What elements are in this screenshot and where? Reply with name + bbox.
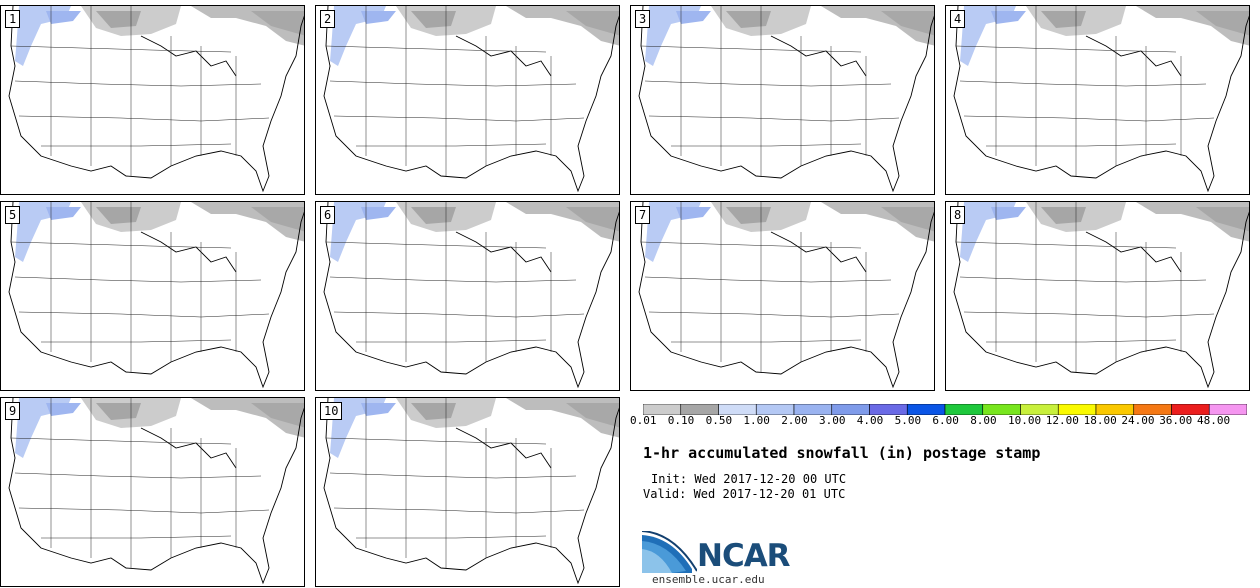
colorbar-tick-label: 3.00	[819, 414, 846, 427]
colorbar-tick-label: 6.00	[932, 414, 959, 427]
panel-number: 7	[635, 206, 651, 224]
site-url: ensemble.ucar.edu	[652, 573, 765, 586]
map-panel: 7	[630, 201, 935, 391]
panel-number: 5	[5, 206, 21, 224]
colorbar-tick-label: 36.00	[1159, 414, 1193, 427]
colorbar-tick-label: 0.50	[705, 414, 733, 427]
map-panel: 1	[0, 5, 305, 195]
colorbar-tick-label: 24.00	[1121, 414, 1155, 427]
panel-number: 4	[950, 10, 966, 28]
colorbar-tick-label: 0.01	[630, 414, 657, 427]
map-panel: 10	[315, 397, 620, 587]
logo-wordmark: NCAR	[697, 538, 791, 574]
colorbar-tick-label: 10.00	[1008, 414, 1042, 427]
colorbar-tick-label: 8.00	[970, 414, 997, 427]
panel-number: 6	[320, 206, 336, 224]
colorbar-tick-label: 18.00	[1083, 414, 1117, 427]
init-time: Init: Wed 2017-12-20 00 UTC	[651, 472, 847, 486]
map-panel: 6	[315, 201, 620, 391]
map-panel: 9	[0, 397, 305, 587]
panel-number: 8	[950, 206, 966, 224]
colorbar-tick-label: 12.00	[1045, 414, 1079, 427]
map-panel: 4	[945, 5, 1250, 195]
map-panel: 3	[630, 5, 935, 195]
panel-number: 3	[635, 10, 651, 28]
map-panel: 8	[945, 201, 1250, 391]
panel-number: 9	[5, 402, 21, 420]
colorbar-tick-label: 5.00	[894, 414, 922, 427]
colorbar	[642, 400, 1248, 419]
panel-number: 2	[320, 10, 336, 28]
panel-number: 1	[5, 10, 21, 28]
map-panel: 5	[0, 201, 305, 391]
colorbar-tick-label: 4.00	[856, 414, 884, 427]
colorbar-tick-label: 48.00	[1197, 414, 1231, 427]
valid-time: Valid: Wed 2017-12-20 01 UTC	[643, 487, 846, 501]
colorbar-tick-label: 1.00	[743, 414, 770, 427]
panel-number: 10	[320, 402, 343, 420]
ncar-logo-icon	[642, 531, 697, 573]
colorbar-tick-label: 0.10	[667, 414, 695, 427]
chart-title: 1-hr accumulated snowfall (in) postage s…	[643, 444, 1041, 462]
map-panel: 2	[315, 5, 620, 195]
colorbar-tick-label: 2.00	[781, 414, 808, 427]
